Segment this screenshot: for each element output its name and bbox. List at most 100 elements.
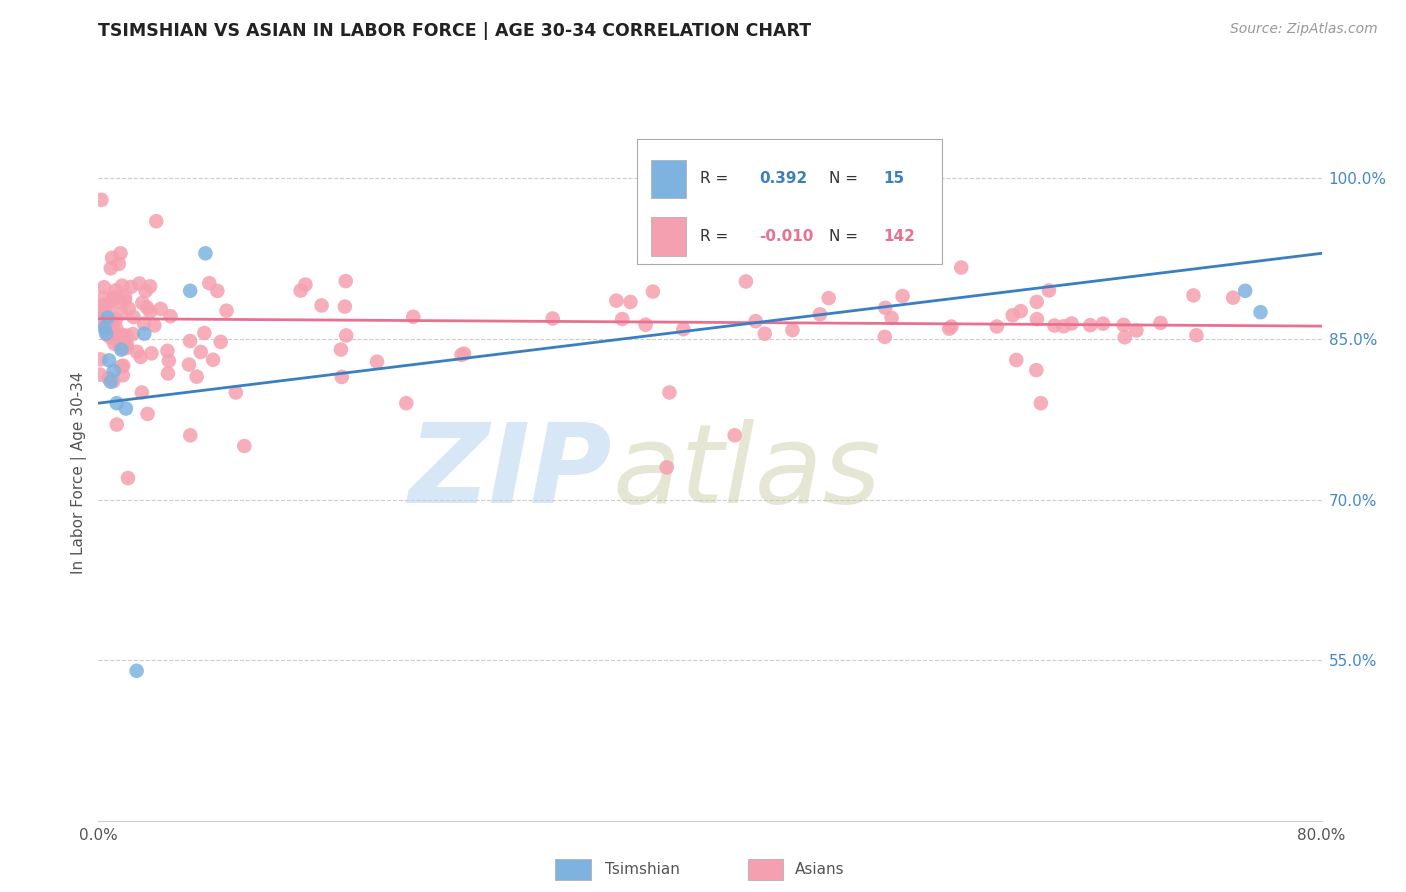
Point xyxy=(118,301,141,316)
Point xyxy=(808,307,831,321)
Point xyxy=(215,303,238,318)
Point xyxy=(193,326,215,340)
Point xyxy=(891,289,914,303)
Point xyxy=(125,344,148,359)
Point xyxy=(110,343,132,357)
Point xyxy=(111,368,134,383)
Point xyxy=(112,359,135,373)
Point xyxy=(744,314,766,328)
Point xyxy=(1038,284,1060,298)
Point xyxy=(335,274,357,288)
Point xyxy=(149,301,172,316)
Point xyxy=(1249,305,1271,319)
Point xyxy=(121,326,143,341)
Point xyxy=(90,193,112,207)
Point xyxy=(110,359,132,374)
Point xyxy=(1234,284,1257,298)
Point xyxy=(93,321,115,335)
Point xyxy=(131,296,153,310)
Point xyxy=(93,291,115,305)
Point xyxy=(105,321,128,335)
FancyBboxPatch shape xyxy=(651,160,686,198)
Point xyxy=(132,317,155,331)
Point xyxy=(100,331,122,345)
Point xyxy=(1025,363,1047,377)
Point xyxy=(129,350,152,364)
Point xyxy=(122,310,145,324)
Point xyxy=(735,275,758,289)
Point xyxy=(198,276,221,290)
Point xyxy=(190,345,212,359)
Point xyxy=(101,320,124,334)
Point xyxy=(1114,330,1136,344)
Point xyxy=(986,319,1008,334)
Point xyxy=(156,343,179,358)
Point xyxy=(115,328,138,343)
Point xyxy=(1060,317,1083,331)
Point xyxy=(105,417,128,432)
Point xyxy=(104,290,127,304)
Point xyxy=(145,214,167,228)
Point xyxy=(100,375,122,389)
Point xyxy=(90,304,112,318)
Point xyxy=(335,328,357,343)
Point xyxy=(395,396,418,410)
Point xyxy=(605,293,627,308)
Text: atlas: atlas xyxy=(612,419,880,526)
Point xyxy=(194,246,217,260)
Point xyxy=(1029,396,1052,410)
Point xyxy=(105,396,128,410)
Point xyxy=(880,310,903,325)
Point xyxy=(139,279,162,293)
FancyBboxPatch shape xyxy=(637,139,942,264)
Point xyxy=(135,284,157,298)
Point xyxy=(112,337,135,351)
Point xyxy=(136,407,159,421)
Text: N =: N = xyxy=(828,171,858,186)
Point xyxy=(1182,288,1205,302)
Point xyxy=(290,284,312,298)
Point xyxy=(115,337,138,351)
Text: Source: ZipAtlas.com: Source: ZipAtlas.com xyxy=(1230,22,1378,37)
Point xyxy=(90,309,112,323)
Point xyxy=(94,326,117,341)
Point xyxy=(159,309,181,323)
Point xyxy=(91,315,114,329)
Text: 142: 142 xyxy=(884,229,915,244)
Point xyxy=(1026,312,1049,326)
Point xyxy=(94,298,117,312)
Point xyxy=(1149,316,1171,330)
Point xyxy=(1125,324,1147,338)
Point xyxy=(97,301,120,315)
Text: -0.010: -0.010 xyxy=(759,229,813,244)
Point xyxy=(114,289,136,303)
Point xyxy=(817,291,839,305)
Point xyxy=(97,371,120,385)
Point xyxy=(96,321,118,335)
Point xyxy=(330,370,353,384)
Point xyxy=(1025,294,1047,309)
Point xyxy=(110,306,132,320)
Point xyxy=(366,354,388,368)
Text: 0.392: 0.392 xyxy=(759,171,807,186)
Point xyxy=(402,310,425,324)
Point xyxy=(117,471,139,485)
Point xyxy=(100,261,122,276)
Point xyxy=(89,307,111,321)
Point xyxy=(186,369,208,384)
Point xyxy=(329,343,352,357)
Point xyxy=(105,283,128,297)
Point xyxy=(114,293,136,308)
Point xyxy=(672,322,695,336)
Point xyxy=(120,280,142,294)
Point xyxy=(157,353,180,368)
Text: TSIMSHIAN VS ASIAN IN LABOR FORCE | AGE 30-34 CORRELATION CHART: TSIMSHIAN VS ASIAN IN LABOR FORCE | AGE … xyxy=(98,22,811,40)
Point xyxy=(1222,291,1244,305)
Point xyxy=(453,347,475,361)
Point xyxy=(207,284,229,298)
Point xyxy=(108,295,131,310)
Point xyxy=(156,367,179,381)
Point xyxy=(941,319,963,334)
Point xyxy=(128,277,150,291)
Point xyxy=(112,335,135,350)
